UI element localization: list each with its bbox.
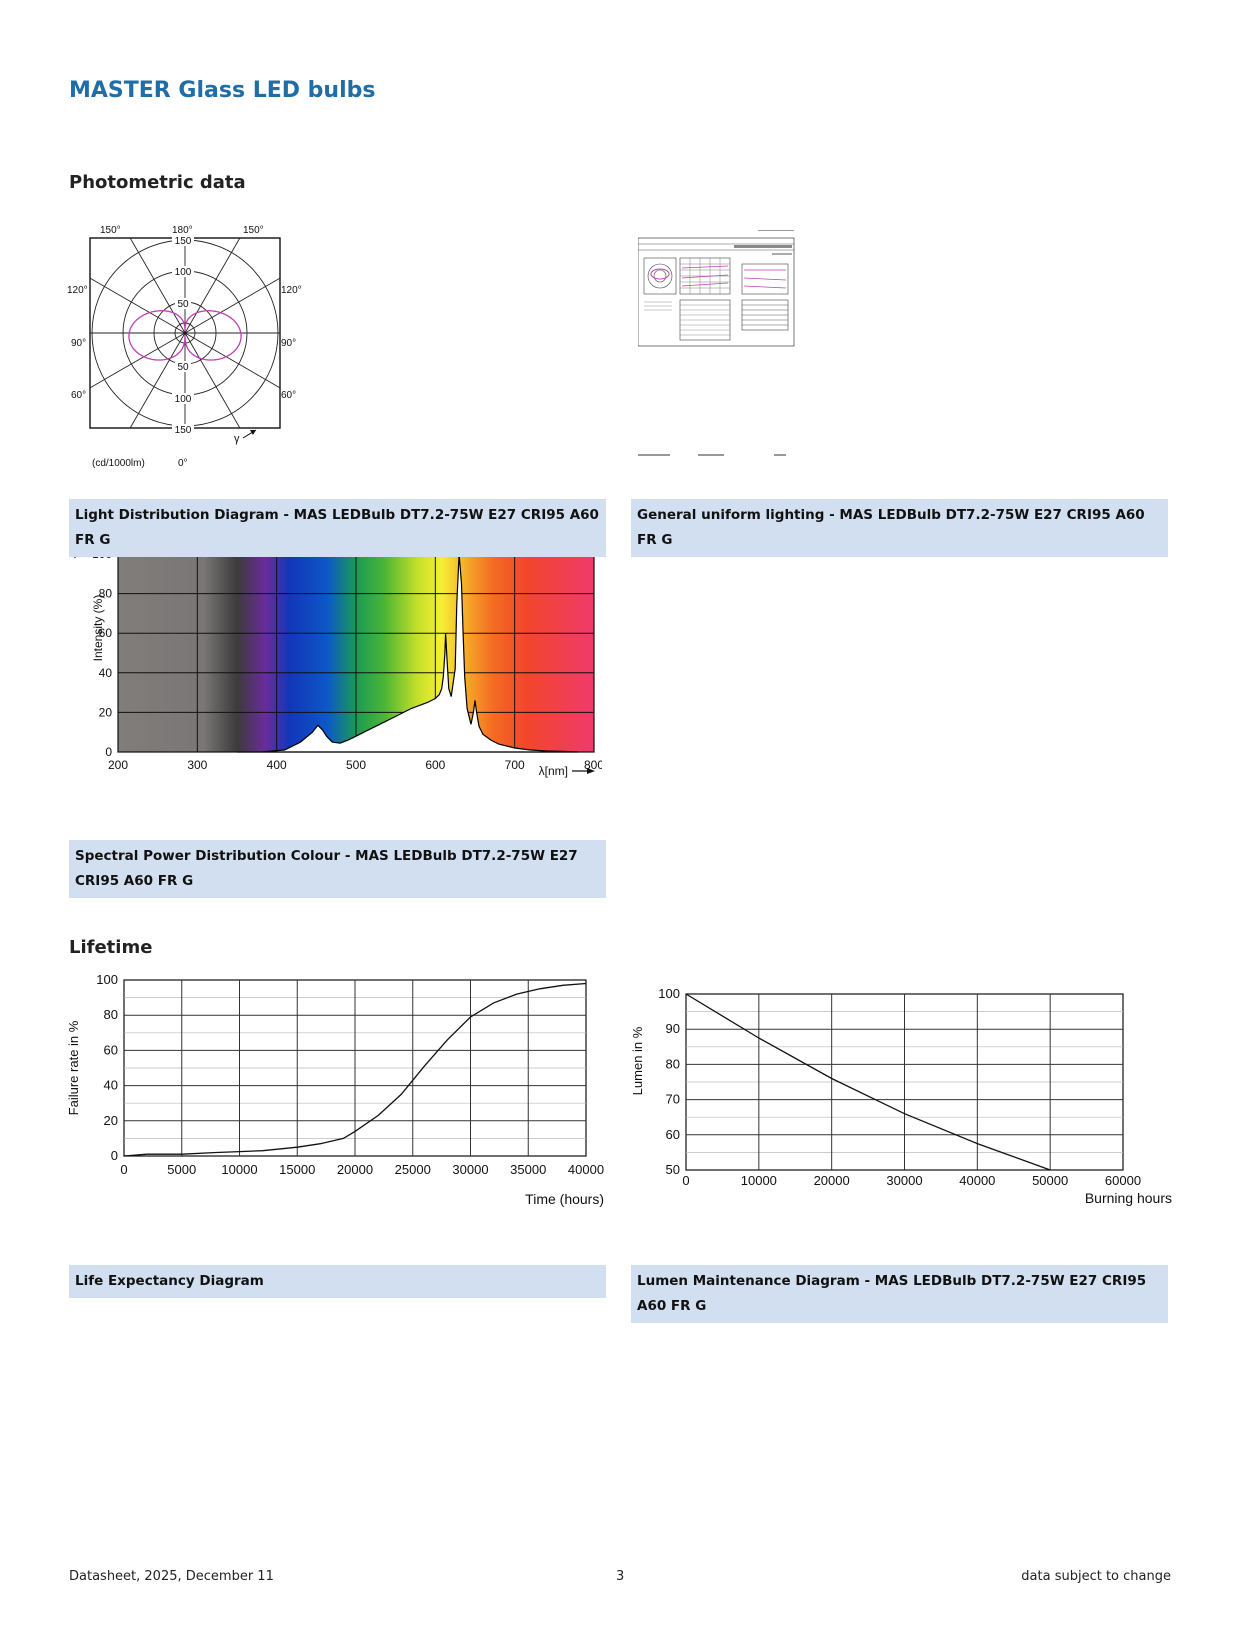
x-tick-label: 10000 [741,1173,777,1188]
polar-angle-top-left: 150° [100,225,121,236]
life-ylabel: Failure rate in % [66,1020,81,1115]
spectral-ylabel: Intensity (%) [91,595,105,662]
x-tick-label: 0 [120,1162,127,1177]
page-title: MASTER Glass LED bulbs [69,78,376,103]
polar-spoke [129,238,241,428]
footer-date: Datasheet, 2025, December 11 [69,1569,274,1584]
spectral-power-chart: 020406080100200300400500600700800 Intens… [72,548,602,778]
x-tick-label: 35000 [510,1162,546,1177]
x-tick-label: 400 [267,758,287,772]
polar-intensity-curve [128,310,242,361]
life-expectancy-chart: 0 20 40 60 80 100 0 5000 10000 15000 20000 25000 300… [66,974,604,1207]
lumen-xlabel: Burning hours [1085,1190,1172,1206]
x-tick-label: 25000 [395,1162,431,1177]
polar-ring-label-50-top: 50 [177,299,189,310]
lumen-gridlines [686,994,1123,1170]
polar-unit-label: (cd/1000lm) [92,458,145,469]
polar-angle-right-lower: 60° [281,390,296,401]
polar-gamma-label: γ [234,433,240,445]
spectral-xlabel: λ[nm] [539,764,568,778]
polar-angle-top: 180° [172,225,193,236]
x-tick-label: 30000 [886,1173,922,1188]
lumen-ylabel: Lumen in % [630,1026,645,1095]
lumen-maintenance-chart: 50 60 70 80 90 100 0 10000 20000 30000 40000 50000 6… [630,986,1172,1206]
y-tick-label: 40 [104,1078,118,1093]
y-tick-label: 100 [96,974,118,987]
x-tick-label: 50000 [1032,1173,1068,1188]
caption-light-distribution: Light Distribution Diagram - MAS LEDBulb… [69,499,606,557]
footer-page-number: 3 [616,1569,625,1584]
x-tick-label: 10000 [221,1162,257,1177]
polar-angle-left-upper: 120° [67,285,88,296]
y-tick-label: 80 [104,1007,118,1022]
polar-angle-bottom: 0° [178,458,188,469]
x-tick-label: 40000 [959,1173,995,1188]
footer-disclaimer: data subject to change [1021,1569,1171,1584]
caption-spectral: Spectral Power Distribution Colour - MAS… [69,840,606,898]
life-curve [123,982,587,1157]
y-tick-label: 0 [105,745,112,759]
x-tick-label: 60000 [1105,1173,1141,1188]
y-tick-label: 60 [104,1042,118,1057]
y-tick-label: 50 [666,1162,680,1177]
x-tick-label: 300 [187,758,207,772]
caption-lumen-maintenance: Lumen Maintenance Diagram - MAS LEDBulb … [631,1265,1168,1323]
caption-general-uniform: General uniform lighting - MAS LEDBulb D… [631,499,1168,557]
polar-angle-top-right: 150° [243,225,264,236]
y-tick-label: 90 [666,1021,680,1036]
x-tick-label: 15000 [279,1162,315,1177]
polar-angle-right-mid: 90° [281,338,296,349]
light-distribution-diagram: 150° 180° 150° 120° 120° 90° 90° 60° 60°… [67,225,302,469]
y-tick-label: 60 [99,626,113,640]
spectral-gridlines [118,554,594,752]
section-title-photometric: Photometric data [69,172,246,193]
x-tick-label: 5000 [167,1162,196,1177]
y-tick-label: 60 [666,1127,680,1142]
y-tick-label: 40 [99,666,113,680]
polar-ring-label-100-bottom: 100 [175,394,192,405]
x-tick-label: 800 [584,758,602,772]
polar-angle-left-lower: 60° [71,390,86,401]
x-tick-label: 30000 [452,1162,488,1177]
polar-gamma-arrowhead [250,430,256,435]
x-tick-label: 40000 [568,1162,604,1177]
y-tick-label: 70 [666,1092,680,1107]
polar-ring-label-150-top: 150 [175,236,192,247]
x-tick-label: 20000 [814,1173,850,1188]
x-tick-label: 200 [108,758,128,772]
polar-ring-label-150-bottom: 150 [175,425,192,436]
x-tick-label: 500 [346,758,366,772]
y-tick-label: 20 [99,705,113,719]
polar-angle-right-upper: 120° [281,285,302,296]
life-xlabel: Time (hours) [525,1191,604,1207]
polar-angle-left-mid: 90° [71,338,86,349]
x-tick-label: 700 [505,758,525,772]
x-tick-label: 20000 [337,1162,373,1177]
x-tick-label: 600 [425,758,445,772]
y-tick-label: 100 [658,986,680,1001]
spectral-curve [237,553,579,753]
general-uniform-lighting-thumbnail [638,230,795,456]
polar-ring-label-50-bottom: 50 [177,362,189,373]
y-tick-label: 20 [104,1113,118,1128]
section-title-lifetime: Lifetime [69,937,153,958]
lumen-curve [685,993,1051,1171]
y-tick-label: 0 [111,1148,118,1163]
y-tick-label: 80 [666,1056,680,1071]
caption-life-expectancy: Life Expectancy Diagram [69,1265,606,1298]
polar-ring-label-100-top: 100 [175,267,192,278]
y-tick-label: 80 [99,587,113,601]
x-tick-label: 0 [682,1173,689,1188]
